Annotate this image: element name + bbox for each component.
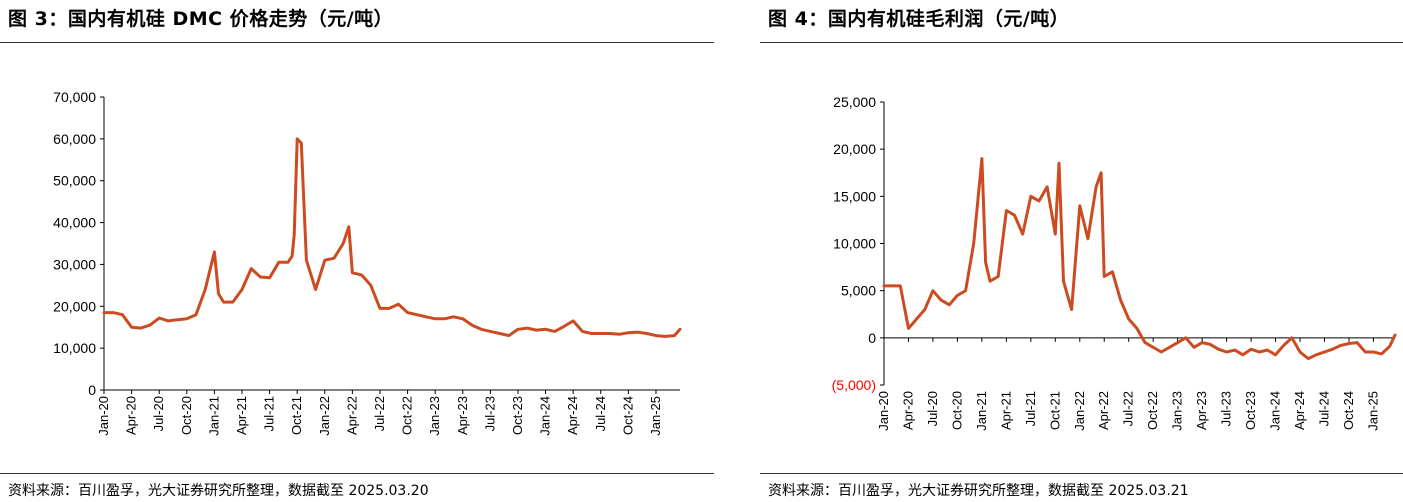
x-tick-label: Apr-21 [234, 396, 249, 435]
x-tick-label: Jan-20 [876, 391, 891, 431]
figure-4-source: 资料来源：百川盈孚，光大证券研究所整理，数据截至 2025.03.21 [768, 483, 1189, 499]
y-tick-label: 15,000 [833, 188, 876, 204]
figure-3-bottom-rule [0, 473, 714, 474]
x-tick-label: Jan-21 [206, 396, 221, 436]
figure-4-title: 图 4：国内有机硅毛利润（元/吨） [768, 8, 1070, 30]
figure-3-title: 图 3：国内有机硅 DMC 价格走势（元/吨） [8, 8, 394, 30]
figure-4-panel: 图 4：国内有机硅毛利润（元/吨） (5,000) 0 5,000 10,000 15,… [760, 0, 1403, 502]
x-tick-label: Apr-20 [900, 391, 915, 430]
y-tick-label: 40,000 [53, 215, 96, 231]
x-tick-label: Apr-20 [124, 396, 139, 435]
x-tick-label: Apr-23 [455, 396, 470, 435]
x-tick-label: Jul-24 [593, 396, 608, 431]
y-tick-label: 60,000 [53, 131, 96, 147]
x-tick-label: Apr-24 [1292, 391, 1307, 430]
series-line [882, 157, 1397, 361]
x-tick-label: Jan-23 [1170, 391, 1185, 431]
x-tick-label: Jul-20 [151, 396, 166, 431]
x-tick-label: Apr-24 [565, 396, 580, 435]
x-tick-label: Oct-23 [510, 396, 525, 435]
x-tick-label: Jul-21 [262, 396, 277, 431]
x-tick-label: Jul-22 [1121, 391, 1136, 426]
figure-3-top-rule [0, 42, 714, 43]
figure-3-panel: 图 3：国内有机硅 DMC 价格走势（元/吨） 0 10,000 20,000 30,… [0, 8, 714, 499]
y-tick-label: 10,000 [833, 236, 876, 252]
x-tick-label: Jul-23 [1219, 391, 1234, 426]
x-tick-label: Apr-23 [1194, 391, 1209, 430]
x-tick-label: Oct-20 [949, 391, 964, 430]
y-tick-label: 5,000 [841, 283, 876, 299]
x-tick-label: Apr-21 [998, 391, 1013, 430]
y-tick-label: 70,000 [53, 89, 96, 105]
y-tick-label: 25,000 [833, 94, 876, 110]
figure-4-top-rule [760, 42, 1403, 43]
x-tick-label: Jul-21 [1023, 391, 1038, 426]
x-tick-label: Oct-20 [179, 396, 194, 435]
x-tick-label: Oct-23 [1243, 391, 1258, 430]
x-tick-label: Oct-21 [289, 396, 304, 435]
figure-4-chart: (5,000) 0 5,000 10,000 15,000 20,000 25,000 Jan… [832, 94, 1397, 431]
x-tick-label: Oct-22 [400, 396, 415, 435]
x-tick-label: Jul-20 [925, 391, 940, 426]
x-tick-label: Apr-22 [344, 396, 359, 435]
figure-3-chart: 0 10,000 20,000 30,000 40,000 50,000 60,000 70,… [53, 89, 682, 436]
x-tick-label: Jan-22 [317, 396, 332, 436]
y-tick-label: 50,000 [53, 173, 96, 189]
x-tick-label: Jul-23 [482, 396, 497, 431]
x-tick-label: Jan-25 [648, 396, 663, 436]
x-tick-label: Apr-22 [1096, 391, 1111, 430]
x-tick-label: Jan-22 [1072, 391, 1087, 431]
x-tick-label: Jan-23 [427, 396, 442, 436]
x-tick-label: Oct-21 [1047, 391, 1062, 430]
x-tick-label: Jan-21 [974, 391, 989, 431]
y-tick-label: 0 [868, 330, 876, 346]
x-tick-label: Oct-24 [620, 396, 635, 435]
x-tick-label: Oct-24 [1341, 391, 1356, 430]
y-tick-label: 10,000 [53, 340, 96, 356]
y-tick-label: 20,000 [833, 141, 876, 157]
series-line [102, 137, 682, 338]
x-tick-label: Oct-22 [1145, 391, 1160, 430]
y-tick-label: (5,000) [832, 377, 876, 393]
y-tick-label: 0 [88, 382, 96, 398]
figure-3-source: 资料来源：百川盈孚，光大证券研究所整理，数据截至 2025.03.20 [8, 483, 429, 499]
x-tick-label: Jul-22 [372, 396, 387, 431]
figure-4-bottom-rule [760, 473, 1403, 474]
y-tick-label: 20,000 [53, 298, 96, 314]
x-tick-label: Jan-24 [538, 396, 553, 436]
x-tick-label: Jan-20 [96, 396, 111, 436]
x-tick-label: Jan-24 [1268, 391, 1283, 431]
x-tick-label: Jul-24 [1316, 391, 1331, 426]
x-tick-label: Jan-25 [1365, 391, 1380, 431]
y-tick-label: 30,000 [53, 256, 96, 272]
